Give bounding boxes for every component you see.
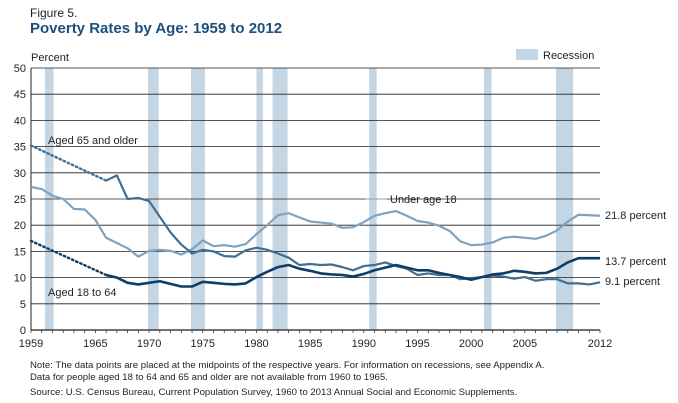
series-end-label-2: 13.7 percent [605,256,666,268]
x-tick-label-1985: 1985 [298,338,322,350]
note-line-2: Data for people aged 18 to 64 and 65 and… [30,372,388,383]
x-tick-label-1990: 1990 [352,338,376,350]
x-tick-label-1970: 1970 [137,338,161,350]
x-tick-label-1959: 1959 [19,338,43,350]
x-tick-label-1980: 1980 [244,338,268,350]
y-tick-label-45: 45 [14,89,26,101]
x-tick-label-1995: 1995 [405,338,429,350]
series-annotation-0: Under age 18 [390,194,457,206]
chart-note: Note: The data points are placed at the … [30,360,670,384]
series-end-label-0: 21.8 percent [605,210,666,222]
chart-title: Poverty Rates by Age: 1959 to 2012 [30,20,283,37]
y-axis-label: Percent [31,52,69,64]
legend-recession-label: Recession [543,50,594,62]
figure-label: Figure 5. [30,6,78,20]
gridlines [30,67,600,331]
y-tick-label-35: 35 [14,142,26,154]
y-tick-label-0: 0 [20,325,26,337]
x-tick-label-2005: 2005 [513,338,537,350]
series-labels: Under age 18 Aged 65 and older Aged 18 to … [48,135,666,299]
x-tick-label-2012: 2012 [588,338,612,350]
x-tick-label-2000: 2000 [459,338,483,350]
x-axis-ticks: 1959 1965 1970 1975 1980 1985 1990 1995 2000 2005… [19,330,612,350]
series-line-1 [105,174,601,286]
y-tick-label-20: 20 [14,220,26,232]
y-tick-label-5: 5 [20,299,26,311]
series-dotted-1 [29,144,108,182]
y-tick-label-40: 40 [14,115,26,127]
series-annotation-1: Aged 65 and older [48,135,138,147]
y-tick-label-30: 30 [14,168,26,180]
y-tick-label-15: 15 [14,246,26,258]
series-lines [29,144,601,288]
series-annotation-2: Aged 18 to 64 [48,287,117,299]
poverty-rates-chart: 0 5 10 15 20 25 30 35 40 45 50 1959 1965 1970 1975 198… [14,49,666,350]
y-tick-label-25: 25 [14,194,26,206]
series-line-0 [30,185,601,258]
y-tick-label-50: 50 [14,63,26,75]
series-end-label-1: 9.1 percent [605,276,660,288]
y-tick-label-10: 10 [14,273,26,285]
x-tick-label-1975: 1975 [191,338,215,350]
series-dotted-2 [29,239,108,277]
series-line-2 [105,256,600,288]
y-axis-ticks: 0 5 10 15 20 25 30 35 40 45 50 [14,63,26,337]
chart-source: Source: U.S. Census Bureau, Current Popu… [30,387,518,398]
x-tick-label-1965: 1965 [83,338,107,350]
note-line-1: Note: The data points are placed at the … [30,360,545,371]
legend-recession-swatch [516,49,538,60]
